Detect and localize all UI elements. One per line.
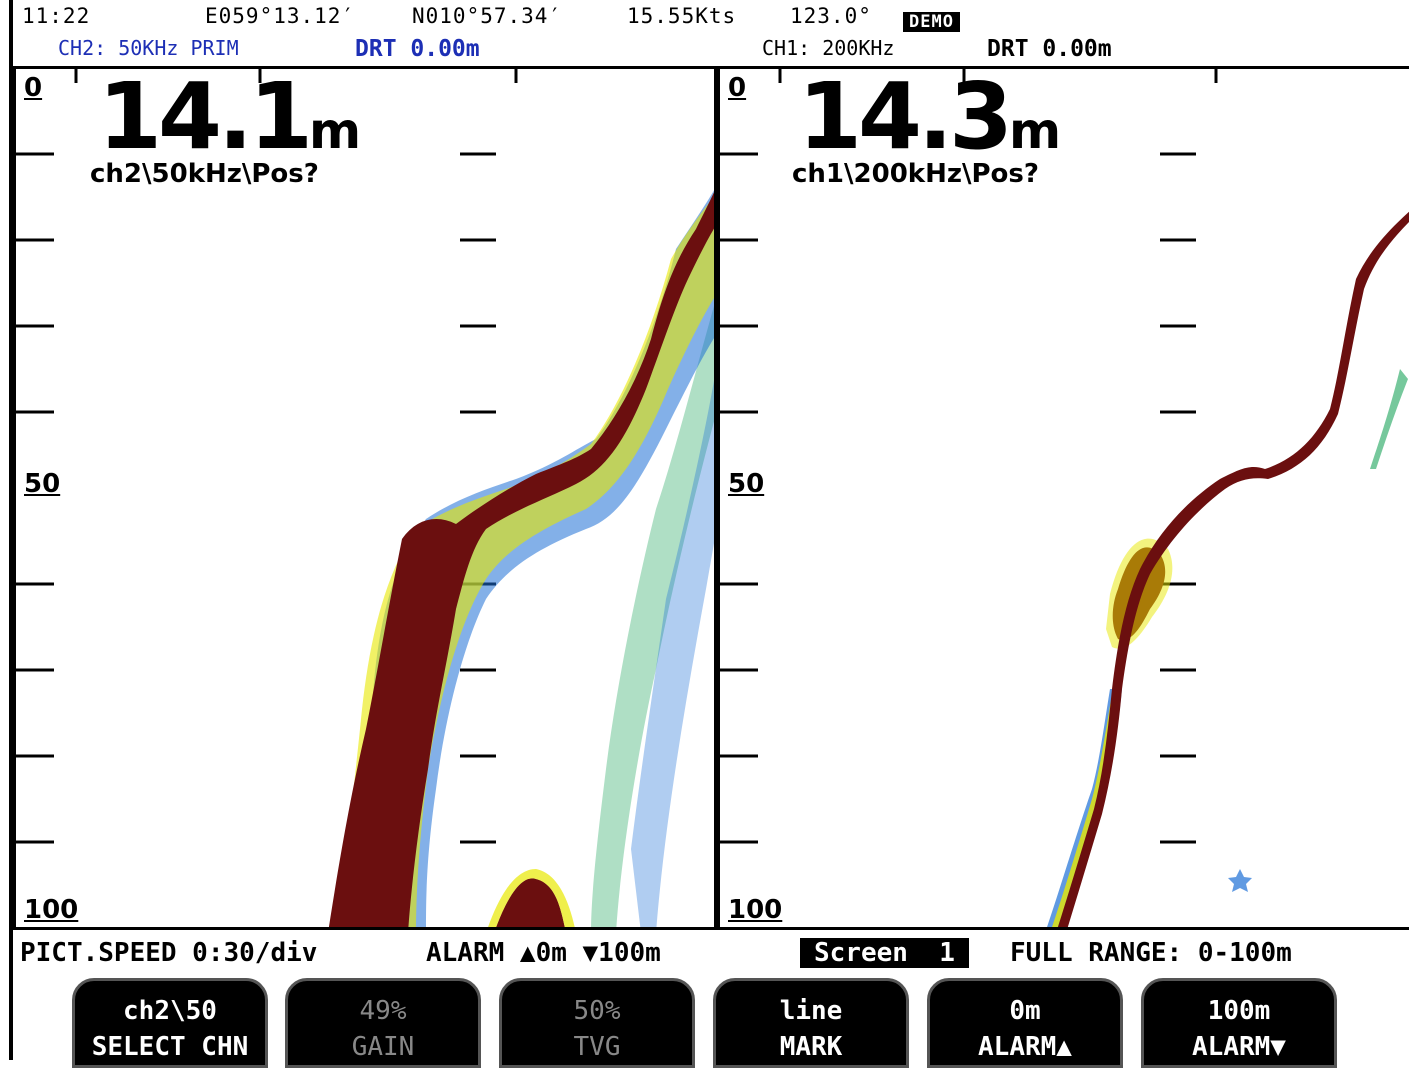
alarm-range: ALARM ▲0m ▼100m xyxy=(426,938,661,968)
softkey-alarm-up[interactable]: 0m ALARM▲ xyxy=(927,978,1123,1068)
softkey-value: 49% xyxy=(359,996,407,1026)
left-frame-bar xyxy=(9,0,13,1060)
softkey-label: TVG xyxy=(573,1032,621,1062)
softkey-label: SELECT CHN xyxy=(91,1032,249,1062)
picture-speed: PICT.SPEED 0:30/div xyxy=(20,938,318,968)
softkey-label: MARK xyxy=(779,1032,843,1062)
echogram-left-display xyxy=(16,69,714,927)
softkey-label: ALARM▲ xyxy=(978,1032,1072,1062)
left-scale-0: 0 xyxy=(24,73,43,103)
softkey-alarm-down[interactable]: 100m ALARM▼ xyxy=(1141,978,1337,1068)
left-channel-header: CH2: 50KHz PRIM xyxy=(58,36,239,60)
softkey-tvg[interactable]: 50% TVG xyxy=(499,978,695,1068)
right-scale-50: 50 xyxy=(728,469,765,499)
status-longitude: E059°13.12′ xyxy=(205,4,356,28)
status-heading: 123.0° xyxy=(790,4,872,28)
softkey-gain[interactable]: 49% GAIN xyxy=(285,978,481,1068)
screen-indicator[interactable]: Screen 1 xyxy=(800,938,969,974)
softkey-select-channel[interactable]: ch2\50 SELECT CHN xyxy=(72,978,268,1068)
softkey-mark[interactable]: line MARK xyxy=(713,978,909,1068)
left-scale-50: 50 xyxy=(24,469,61,499)
softkey-value: 100m xyxy=(1207,996,1271,1026)
echogram-right-display xyxy=(720,69,1409,927)
left-drt-value: DRT 0.00m xyxy=(355,36,480,62)
status-time: 11:22 xyxy=(22,4,91,28)
echogram-left-panel[interactable]: 14.1m ch2\50kHz\Pos? 0 50 100 xyxy=(13,66,717,930)
softkey-label: ALARM▼ xyxy=(1192,1032,1286,1062)
screen-label: Screen xyxy=(814,938,908,968)
status-speed: 15.55Kts xyxy=(627,4,737,28)
softkey-value: 50% xyxy=(573,996,621,1026)
left-scale-100: 100 xyxy=(24,895,79,925)
right-depth-readout: 14.3m xyxy=(798,66,1062,170)
softkey-value: ch2\50 xyxy=(123,996,217,1026)
left-channel-info: ch2\50kHz\Pos? xyxy=(90,159,319,189)
full-range: FULL RANGE: 0-100m xyxy=(1010,938,1292,968)
softkey-value: 0m xyxy=(1009,996,1041,1026)
right-channel-info: ch1\200kHz\Pos? xyxy=(792,159,1039,189)
screen-number: 1 xyxy=(939,938,955,968)
left-depth-readout: 14.1m xyxy=(98,66,362,170)
demo-badge: DEMO xyxy=(903,12,960,32)
status-latitude: N010°57.34′ xyxy=(412,4,563,28)
softkey-value: line xyxy=(779,996,843,1026)
right-drt-value: DRT 0.00m xyxy=(987,36,1112,62)
right-channel-header: CH1: 200KHz xyxy=(762,36,895,60)
right-scale-100: 100 xyxy=(728,895,783,925)
echogram-right-panel[interactable]: 14.3m ch1\200kHz\Pos? 0 50 100 xyxy=(717,66,1409,930)
softkey-label: GAIN xyxy=(351,1032,415,1062)
right-scale-0: 0 xyxy=(728,73,747,103)
